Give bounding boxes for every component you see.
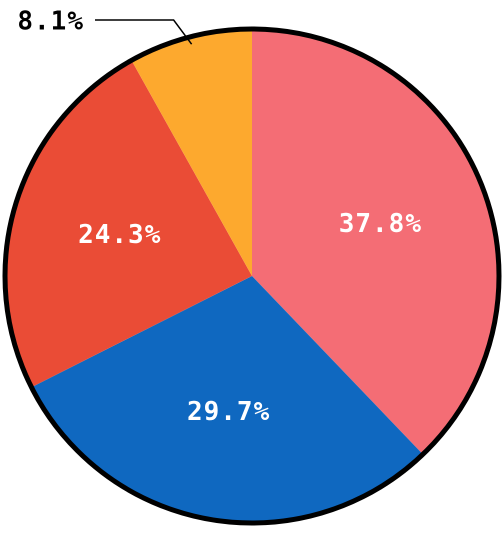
data-label: 37.8% bbox=[339, 209, 422, 239]
data-label: 24.3% bbox=[78, 220, 161, 250]
pie-slice bbox=[131, 28, 252, 276]
data-label: 8.1% bbox=[17, 7, 84, 37]
leader-line bbox=[95, 19, 193, 45]
data-label: 29.7% bbox=[187, 397, 270, 427]
pie-slice bbox=[31, 276, 423, 523]
pie-slice bbox=[252, 29, 499, 455]
pie-border bbox=[2, 26, 502, 526]
pie-slice bbox=[4, 60, 252, 388]
